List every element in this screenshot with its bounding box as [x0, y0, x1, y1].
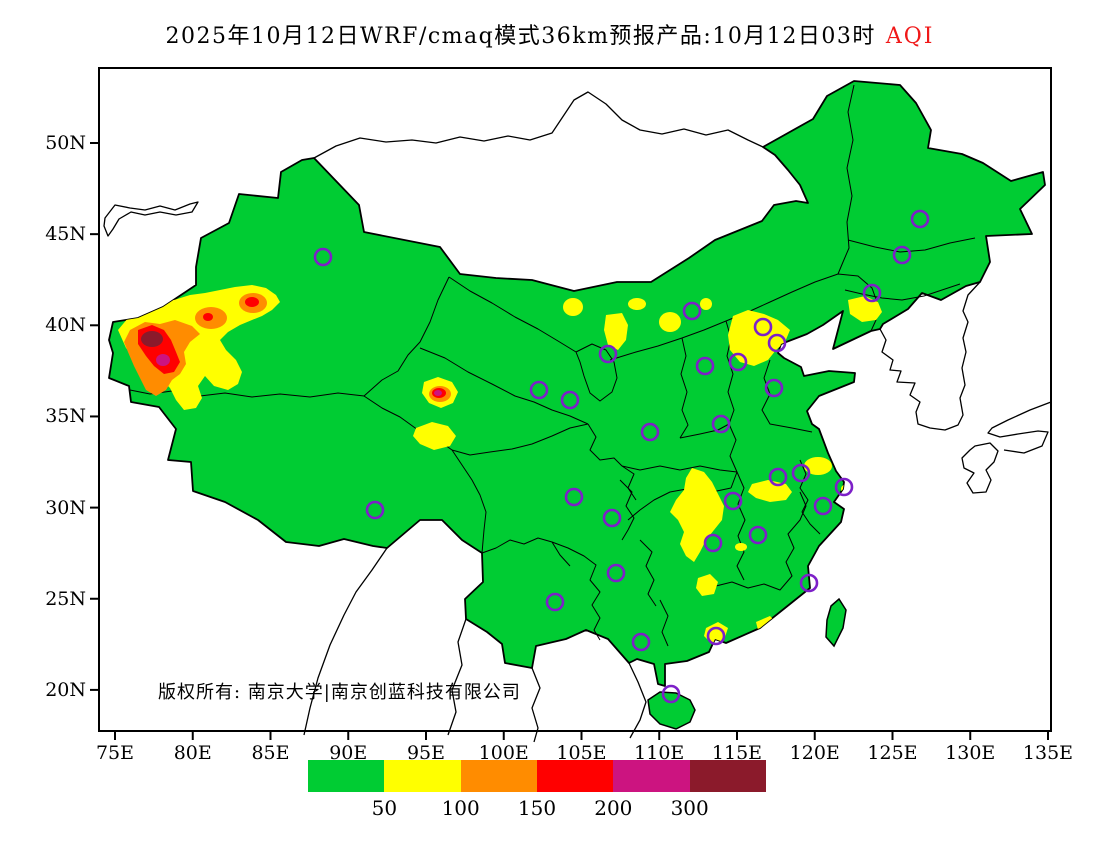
aqi-contours [118, 285, 882, 644]
city-marker [910, 209, 930, 229]
city-marker [834, 477, 854, 497]
lon-tick-label: 110E [634, 742, 685, 764]
colorbar-segment [460, 760, 537, 792]
lon-tick-label: 105E [556, 742, 607, 764]
lat-tick-label: 45N [45, 223, 86, 246]
lon-tick-label: 90E [329, 742, 368, 764]
city-marker [365, 500, 385, 520]
city-marker [767, 333, 787, 353]
colorbar-segment [689, 760, 766, 792]
city-marker [598, 344, 618, 364]
city-marker [606, 563, 626, 583]
colorbar-value-label: 300 [670, 796, 709, 820]
city-marker [768, 467, 788, 487]
city-marker [711, 414, 731, 434]
lat-tick-label: 50N [45, 132, 86, 154]
india-coast [303, 547, 388, 736]
lon-tick-label: 100E [478, 742, 529, 764]
aqi-colorbar [308, 760, 766, 792]
city-marker [631, 632, 651, 652]
city-marker [723, 491, 743, 511]
city-marker [892, 245, 912, 265]
city-marker [564, 487, 584, 507]
city-marker [753, 317, 773, 337]
city-marker [661, 684, 681, 704]
title-text: 2025年10月12日WRF/cmaq模式36km预报产品:10月12日03时 [165, 24, 876, 49]
colorbar-segment [308, 760, 385, 792]
lon-tick-label: 120E [789, 742, 840, 764]
city-marker [728, 352, 748, 372]
colorbar-value-label: 200 [594, 796, 633, 820]
lon-tick-label: 130E [945, 742, 996, 764]
city-markers [313, 209, 930, 704]
vietnam-coast [628, 662, 647, 739]
lon-tick-label: 135E [1022, 742, 1074, 764]
city-marker [545, 592, 565, 612]
city-marker [791, 463, 811, 483]
colorbar-value-label: 100 [441, 796, 480, 820]
lat-tick-label: 35N [45, 405, 86, 428]
city-marker [640, 422, 660, 442]
lat-tick-label: 25N [45, 587, 86, 610]
city-marker [813, 496, 833, 516]
copyright-text: 版权所有: 南京大学|南京创蓝科技有限公司 [158, 682, 521, 703]
lon-tick-label: 95E [406, 742, 446, 764]
japan-kyushu [961, 442, 999, 494]
city-marker [313, 247, 333, 267]
lake-balkhash [103, 201, 199, 237]
map-frame [98, 67, 1052, 732]
colorbar-segment [613, 760, 690, 792]
foreign-borders [103, 91, 1052, 743]
axis-ticks [90, 142, 1049, 740]
city-marker [799, 573, 819, 593]
page-title: 2025年10月12日WRF/cmaq模式36km预报产品:10月12日03时 A… [0, 18, 1100, 50]
laos-border [531, 667, 541, 743]
japan-honshu-coast [987, 401, 1052, 454]
city-marker [602, 508, 622, 528]
myanmar-border [447, 618, 467, 736]
hainan-island [647, 691, 696, 730]
city-marker [764, 378, 784, 398]
lon-tick-label: 115E [711, 742, 763, 764]
russia-mongolia-border [313, 91, 764, 159]
lat-tick-label: 20N [45, 678, 86, 701]
city-marker [695, 356, 715, 376]
lon-tick-label: 80E [173, 742, 212, 764]
city-marker [703, 533, 723, 553]
city-marker [560, 390, 580, 410]
title-variable: AQI [885, 24, 935, 49]
lat-tick-label: 30N [45, 496, 86, 519]
city-marker [706, 626, 726, 646]
china-landmass [108, 80, 1046, 687]
aqi-hotspots [124, 293, 451, 402]
colorbar-segment [384, 760, 461, 792]
lon-tick-label: 125E [867, 742, 918, 764]
colorbar-value-label: 150 [517, 796, 557, 820]
lon-tick-label: 85E [251, 742, 290, 764]
colorbar-value-label: 50 [371, 796, 398, 820]
city-marker [748, 525, 768, 545]
taiwan-island [825, 597, 847, 648]
colorbar-segment [536, 760, 614, 792]
city-marker [682, 301, 702, 321]
city-marker [529, 380, 549, 400]
lat-tick-label: 40N [45, 314, 86, 337]
city-marker [862, 283, 882, 303]
lon-tick-label: 75E [95, 742, 135, 764]
